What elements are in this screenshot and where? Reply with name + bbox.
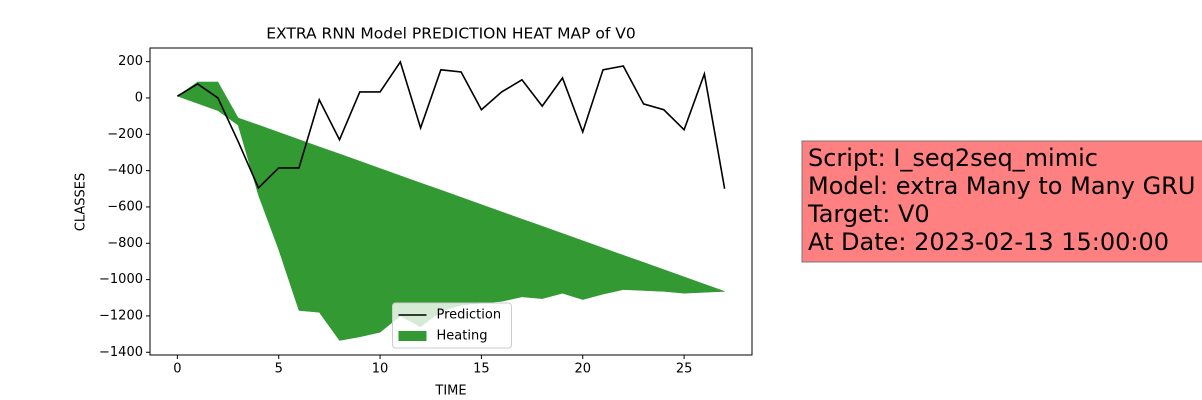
y-tick-label: −1200 (99, 308, 143, 323)
annotation-box (801, 140, 1202, 263)
y-tick-label: −1400 (99, 345, 143, 360)
y-tick-label: −1000 (99, 272, 143, 287)
annotation-line: Target: V0 (807, 200, 930, 228)
y-tick-label: −600 (107, 199, 143, 214)
chart-title: EXTRA RNN Model PREDICTION HEAT MAP of V… (266, 25, 635, 43)
x-tick-label: 10 (372, 362, 389, 377)
plot-frame (149, 47, 753, 356)
y-tick-label: −800 (107, 236, 143, 251)
heat-band (176, 81, 725, 341)
y-tick-label: −400 (107, 163, 143, 178)
prediction-line (176, 60, 726, 190)
y-tick-label: 200 (118, 54, 143, 69)
legend-label: Prediction (437, 308, 502, 323)
y-tick-label: −200 (107, 127, 143, 142)
legend-patch (398, 331, 427, 341)
annotation-line: Script: I_seq2seq_mimic (808, 144, 1098, 172)
legend-label: Heating (437, 329, 488, 344)
x-tick-label: 25 (676, 362, 693, 377)
x-tick-label: 20 (574, 362, 591, 377)
y-tick-label: 0 (135, 90, 143, 105)
x-tick-label: 5 (275, 362, 283, 377)
x-tick-label: 15 (473, 362, 490, 377)
annotation-line: At Date: 2023-02-13 15:00:00 (808, 228, 1169, 256)
y-axis-label: CLASSES (74, 173, 89, 231)
annotation-line: Model: extra Many to Many GRU (808, 172, 1195, 200)
x-axis-label: TIME (434, 384, 466, 399)
x-tick-label: 0 (173, 362, 181, 377)
